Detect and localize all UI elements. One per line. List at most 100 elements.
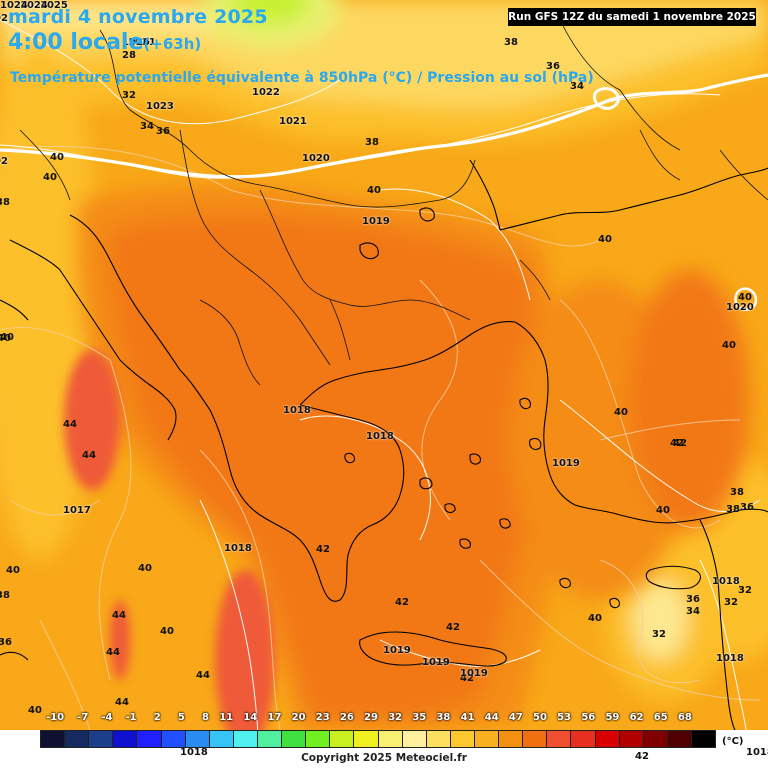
pressure-label: 1020 xyxy=(302,153,330,164)
legend-tick: 32 xyxy=(388,712,403,723)
legend-tick: 29 xyxy=(364,712,378,723)
legend-tick: 17 xyxy=(267,712,282,723)
pressure-label: 1021 xyxy=(128,37,156,48)
legend-swatch xyxy=(547,731,572,747)
legend-tick: 5 xyxy=(177,712,185,723)
legend-swatch xyxy=(426,731,451,747)
legend-swatch xyxy=(89,731,114,747)
legend-swatch xyxy=(257,731,283,747)
legend-tick: -1 xyxy=(125,712,137,723)
temperature-label: 38 xyxy=(726,504,740,515)
legend-swatch xyxy=(209,731,234,747)
pressure-label: 1024 xyxy=(20,0,48,11)
temperature-label: 32 xyxy=(652,629,666,640)
pressure-label: 1026 xyxy=(122,37,150,48)
legend-tick-spacer xyxy=(692,712,716,726)
isobar-closed-e xyxy=(734,287,758,311)
temperature-label: 40 xyxy=(43,172,57,183)
legend-swatch xyxy=(523,731,548,747)
legend-tick: 53 xyxy=(557,712,572,723)
temperature-label: 42 xyxy=(316,544,330,555)
legend-swatch xyxy=(65,731,90,747)
map-title-time: 4:00 locale(+63h) xyxy=(8,30,201,55)
legend-tick: 26 xyxy=(339,712,354,723)
pressure-label: 02 xyxy=(0,13,8,24)
pressure-label: 1021 xyxy=(279,116,307,127)
legend-tick: 14 xyxy=(243,712,258,723)
temperature-label: 44 xyxy=(82,450,96,461)
legend-swatch xyxy=(113,731,138,747)
legend-swatch xyxy=(185,731,210,747)
pressure-label: 1019 xyxy=(460,668,488,679)
legend-tick: 20 xyxy=(291,712,306,723)
legend-tick: 65 xyxy=(653,712,668,723)
legend-tick: 68 xyxy=(677,712,692,723)
pressure-label: 1023 xyxy=(146,101,174,112)
pressure-label: 1019 xyxy=(552,458,580,469)
temperature-label: 40 xyxy=(50,152,64,163)
pressure-label: 1019 xyxy=(362,216,390,227)
temperature-label: 38 xyxy=(504,37,518,48)
pressure-label: 1020 xyxy=(726,302,754,313)
copyright-text: Copyright 2025 Meteociel.fr xyxy=(301,752,467,764)
temperature-label: 42 xyxy=(673,438,687,449)
legend-swatch xyxy=(306,731,331,747)
legend-swatch xyxy=(499,731,524,747)
legend-swatch xyxy=(41,731,66,747)
pressure-label: 1018 xyxy=(366,431,394,442)
temperature-label: 34 xyxy=(140,121,154,132)
temperature-label: 38 xyxy=(0,197,10,208)
temperature-label: 44 xyxy=(106,647,120,658)
legend-swatch xyxy=(402,731,427,747)
pressure-label: 1019 xyxy=(383,645,411,656)
legend-swatch xyxy=(595,731,620,747)
temperature-label: 42 xyxy=(460,673,474,684)
legend-swatch xyxy=(571,731,596,747)
temperature-label: 40 xyxy=(367,185,381,196)
legend-swatch xyxy=(474,731,500,747)
legend-tick: 2 xyxy=(153,712,161,723)
legend-swatch xyxy=(619,731,644,747)
isotherm-lines xyxy=(0,145,761,730)
temperature-label: 42 xyxy=(446,622,460,633)
legend-tick: 8 xyxy=(202,712,209,723)
local-time: 4:00 locale xyxy=(8,30,144,55)
legend-tick: 62 xyxy=(629,712,644,723)
pressure-label: 1017 xyxy=(63,505,91,516)
legend-swatch xyxy=(330,731,355,747)
temperature-label: 38 xyxy=(730,487,744,498)
pressure-label: 1018 xyxy=(712,576,740,587)
legend-tick: 41 xyxy=(460,712,475,723)
pressure-label: 02 xyxy=(0,156,8,167)
temperature-label: 40 xyxy=(656,505,670,516)
legend-swatch xyxy=(450,731,475,747)
temperature-label: 42 xyxy=(395,597,409,608)
run-info-badge: Run GFS 12Z du samedi 1 novembre 2025 xyxy=(508,8,756,26)
temperature-label: 36 xyxy=(156,126,170,137)
temperature-label: 42 xyxy=(670,438,684,449)
legend-unit: (°C) xyxy=(722,736,744,747)
legend-tick: -10 xyxy=(46,712,65,723)
temperature-label: 40 xyxy=(588,613,602,624)
legend-tick: 23 xyxy=(315,712,330,723)
legend-swatch xyxy=(282,731,307,747)
legend-tick: 35 xyxy=(412,712,427,723)
temperature-label: 40 xyxy=(722,340,736,351)
legend-swatch xyxy=(691,731,716,747)
legend-swatch xyxy=(667,731,692,747)
temperature-label: 40 xyxy=(160,626,174,637)
temperature-label: 40 xyxy=(0,333,11,344)
temperature-label: 44 xyxy=(115,697,129,708)
temperature-label: 38 xyxy=(0,590,10,601)
map-title-date: mardi 4 novembre 2025 xyxy=(8,6,268,28)
temperature-label: 44 xyxy=(196,670,210,681)
temperature-label: 36 xyxy=(686,594,700,605)
pressure-label: 1022 xyxy=(252,87,280,98)
temperature-label: 42 xyxy=(635,751,649,762)
isobar-1020-thick xyxy=(0,73,768,179)
legend-swatch xyxy=(161,731,186,747)
legend-tick-labels: -10 -7 -4 -1 2 5 8 11 14 17 20 23 26 29 32 35 38 41 44 47 50… xyxy=(40,712,716,726)
legend-tick: 38 xyxy=(436,712,451,723)
